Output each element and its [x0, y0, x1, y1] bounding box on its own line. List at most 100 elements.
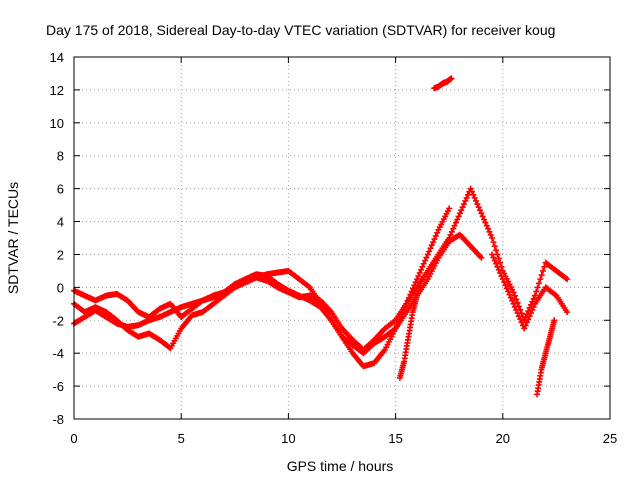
data-point	[503, 285, 510, 292]
data-point	[513, 306, 520, 313]
data-point	[529, 306, 536, 313]
data-point	[564, 309, 571, 316]
data-point	[498, 273, 505, 280]
data-point	[530, 303, 537, 310]
chart-title: Day 175 of 2018, Sidereal Day-to-day VTE…	[46, 22, 555, 38]
data-point	[489, 251, 496, 258]
data-point	[490, 254, 497, 261]
x-tick-label: 25	[603, 431, 617, 446]
data-point	[515, 313, 522, 320]
data-point	[497, 269, 504, 276]
data-point	[426, 248, 433, 255]
data-point	[530, 295, 537, 302]
grid-lines	[74, 57, 610, 419]
data-point	[467, 185, 474, 192]
data-point	[482, 219, 489, 226]
x-axis-label: GPS time / hours	[287, 458, 394, 474]
data-point	[448, 75, 455, 82]
y-tick-label: 10	[50, 116, 64, 131]
tick-marks	[73, 56, 611, 420]
data-point	[521, 325, 528, 332]
data-point	[416, 269, 423, 276]
y-tick-label: -6	[52, 379, 64, 394]
y-tick-label: 14	[50, 50, 64, 65]
data-point	[471, 194, 478, 201]
data-point	[514, 310, 521, 317]
data-points	[71, 75, 571, 398]
data-point	[505, 288, 512, 295]
data-point	[531, 292, 538, 299]
data-point	[533, 288, 540, 295]
data-point	[494, 263, 501, 270]
data-point	[525, 316, 532, 323]
data-point	[493, 260, 500, 267]
data-point	[489, 235, 496, 241]
data-point	[430, 239, 437, 246]
data-point	[495, 266, 502, 273]
data-point	[420, 260, 427, 267]
data-point	[479, 213, 486, 220]
data-point	[490, 239, 497, 246]
data-point	[458, 207, 465, 214]
data-point	[537, 276, 544, 283]
data-point	[506, 291, 513, 298]
series-track-E	[396, 276, 425, 381]
data-point	[452, 219, 459, 226]
data-point	[526, 313, 533, 320]
y-tick-label: 2	[57, 247, 64, 262]
x-tick-label: 5	[178, 431, 185, 446]
data-point	[493, 247, 500, 254]
data-point	[510, 289, 517, 296]
data-point	[412, 279, 419, 286]
data-point	[474, 201, 481, 208]
data-point	[491, 243, 498, 250]
data-point	[538, 272, 545, 279]
data-point	[419, 263, 426, 270]
data-point	[510, 300, 517, 307]
data-point	[511, 303, 518, 310]
series-track-D	[489, 251, 571, 332]
data-point	[527, 310, 534, 317]
data-point	[501, 279, 508, 286]
data-point	[509, 297, 516, 304]
data-point	[495, 255, 502, 262]
data-point	[415, 273, 422, 280]
data-point	[522, 322, 529, 329]
series-track-G	[431, 75, 455, 92]
data-point	[423, 254, 430, 261]
data-point	[541, 263, 548, 270]
data-point	[478, 254, 485, 261]
data-point	[422, 257, 429, 264]
data-point	[446, 205, 453, 212]
data-point	[514, 299, 521, 306]
x-tick-label: 10	[281, 431, 295, 446]
data-point	[455, 213, 462, 220]
data-point	[454, 216, 461, 223]
data-point	[456, 210, 463, 217]
x-tick-labels: 0 5 10 15 20 25	[70, 431, 617, 446]
data-point	[564, 276, 571, 283]
data-point	[551, 317, 558, 324]
data-point	[477, 207, 484, 214]
data-point	[494, 251, 501, 258]
data-point	[463, 194, 470, 201]
data-point	[513, 296, 520, 303]
data-point	[483, 222, 490, 229]
data-point	[448, 228, 455, 235]
y-tick-label: 4	[57, 215, 64, 230]
data-point	[497, 259, 504, 266]
data-point	[424, 251, 431, 258]
data-point	[487, 231, 494, 238]
data-point	[418, 276, 425, 283]
data-point	[478, 210, 485, 217]
x-tick-label: 0	[70, 431, 77, 446]
data-point	[499, 276, 506, 283]
data-point	[447, 231, 454, 238]
data-point	[507, 294, 514, 301]
x-tick-label: 20	[496, 431, 510, 446]
data-point	[518, 319, 525, 326]
series-track-C	[71, 185, 571, 353]
data-point	[486, 228, 493, 235]
x-tick-label: 15	[388, 431, 402, 446]
